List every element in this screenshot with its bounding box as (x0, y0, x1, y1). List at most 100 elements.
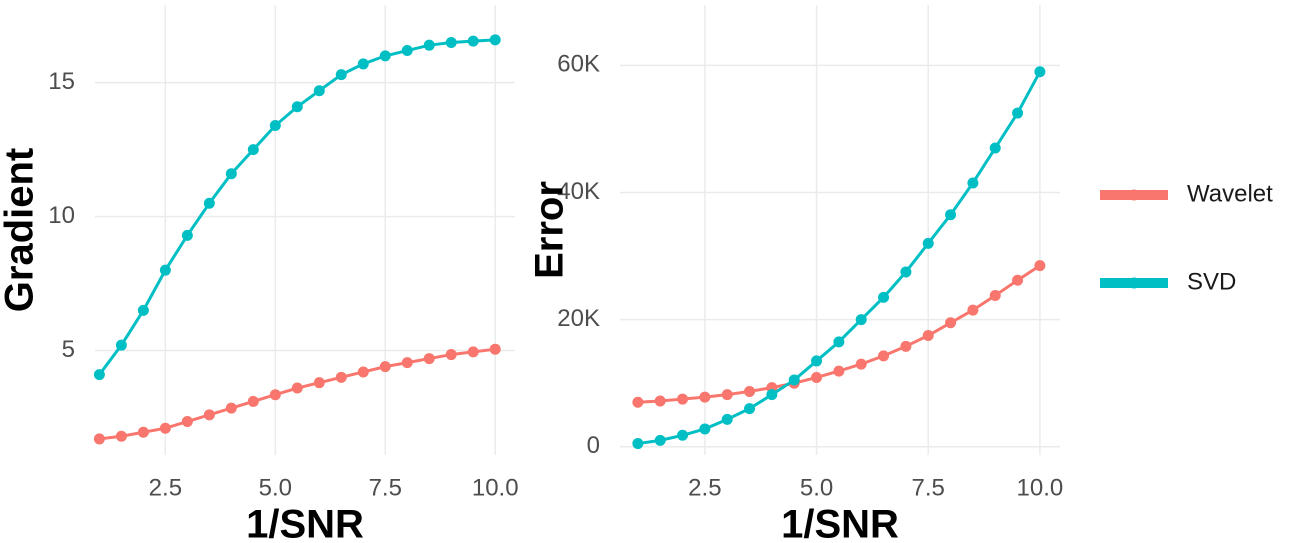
data-point (313, 377, 325, 389)
data-point (423, 39, 435, 51)
data-point (247, 395, 259, 407)
data-point (744, 403, 756, 415)
legend-swatch-point (1128, 189, 1140, 201)
data-point (833, 365, 845, 377)
series-line (98, 38, 496, 376)
data-point (855, 314, 867, 326)
x-axis-title: 1/SNR (781, 503, 899, 543)
data-point (788, 374, 800, 386)
data-point (269, 120, 281, 132)
legend-swatch-point (1128, 277, 1140, 289)
data-point (181, 416, 193, 428)
data-point (833, 336, 845, 348)
data-point (922, 330, 934, 342)
x-tick-label: 5.0 (259, 474, 292, 501)
data-point (721, 389, 733, 401)
legend-label: SVD (1187, 268, 1236, 295)
data-point (269, 389, 281, 401)
data-point (335, 371, 347, 383)
data-point (766, 389, 778, 401)
data-point (632, 438, 644, 450)
data-point (1012, 274, 1024, 286)
data-point (699, 391, 711, 403)
data-point (401, 357, 413, 369)
data-point (423, 353, 435, 365)
data-point (945, 317, 957, 329)
data-point (357, 366, 369, 378)
data-point (247, 144, 259, 156)
data-point (379, 361, 391, 373)
y-tick-label: 60K (557, 51, 600, 78)
data-point (181, 229, 193, 241)
data-point (313, 85, 325, 97)
data-point (989, 289, 1001, 301)
y-tick-label: 5 (62, 336, 75, 363)
data-point (115, 430, 127, 442)
data-point (654, 434, 666, 446)
data-point (489, 34, 501, 46)
data-point (900, 340, 912, 352)
x-tick-label: 5.0 (800, 474, 833, 501)
data-point (967, 304, 979, 316)
data-point (945, 209, 957, 221)
data-point (291, 382, 303, 394)
y-tick-label: 0 (587, 432, 600, 459)
data-point (632, 396, 644, 408)
data-point (379, 50, 391, 62)
data-point (467, 35, 479, 47)
data-point (445, 349, 457, 361)
data-point (811, 355, 823, 367)
series-line (99, 347, 496, 441)
x-tick-label: 7.5 (912, 474, 945, 501)
x-tick-label: 2.5 (688, 474, 721, 501)
x-tick-label: 2.5 (149, 474, 182, 501)
data-point (699, 423, 711, 435)
data-point (93, 369, 105, 381)
data-point (225, 402, 237, 414)
y-axis-title: Gradient (0, 148, 42, 312)
data-point (137, 426, 149, 438)
data-point (335, 69, 347, 81)
data-point (721, 413, 733, 425)
data-point (811, 371, 823, 383)
data-point (654, 395, 666, 407)
data-point (489, 343, 501, 355)
data-point (467, 346, 479, 358)
data-point (922, 237, 934, 249)
data-point (225, 168, 237, 180)
data-point (1034, 66, 1046, 78)
data-point (401, 45, 413, 57)
data-point (291, 101, 303, 113)
data-point (1012, 107, 1024, 119)
data-point (357, 58, 369, 70)
data-point (878, 291, 890, 303)
data-point (878, 350, 890, 362)
data-point (967, 177, 979, 189)
x-tick-label: 7.5 (369, 474, 402, 501)
data-point (445, 37, 457, 48)
data-point (203, 197, 215, 209)
data-point (900, 266, 912, 278)
data-point (203, 409, 215, 421)
y-tick-label: 10 (48, 202, 75, 229)
data-point (115, 339, 127, 351)
x-axis-title: 1/SNR (246, 503, 364, 543)
data-point (137, 304, 149, 316)
series-line (637, 71, 1042, 446)
y-tick-label: 15 (48, 68, 75, 95)
series-line (637, 264, 1041, 404)
data-point (855, 358, 867, 370)
data-point (1034, 260, 1046, 272)
y-axis-title: Error (528, 181, 572, 279)
data-point (159, 264, 171, 276)
data-point (677, 429, 689, 441)
x-tick-label: 10.0 (1017, 474, 1064, 501)
data-point (159, 422, 171, 434)
legend-label: Wavelet (1187, 180, 1273, 207)
data-point (93, 433, 105, 445)
data-point (989, 142, 1001, 154)
y-tick-label: 40K (557, 178, 600, 205)
data-point (677, 393, 689, 405)
x-tick-label: 10.0 (472, 474, 519, 501)
